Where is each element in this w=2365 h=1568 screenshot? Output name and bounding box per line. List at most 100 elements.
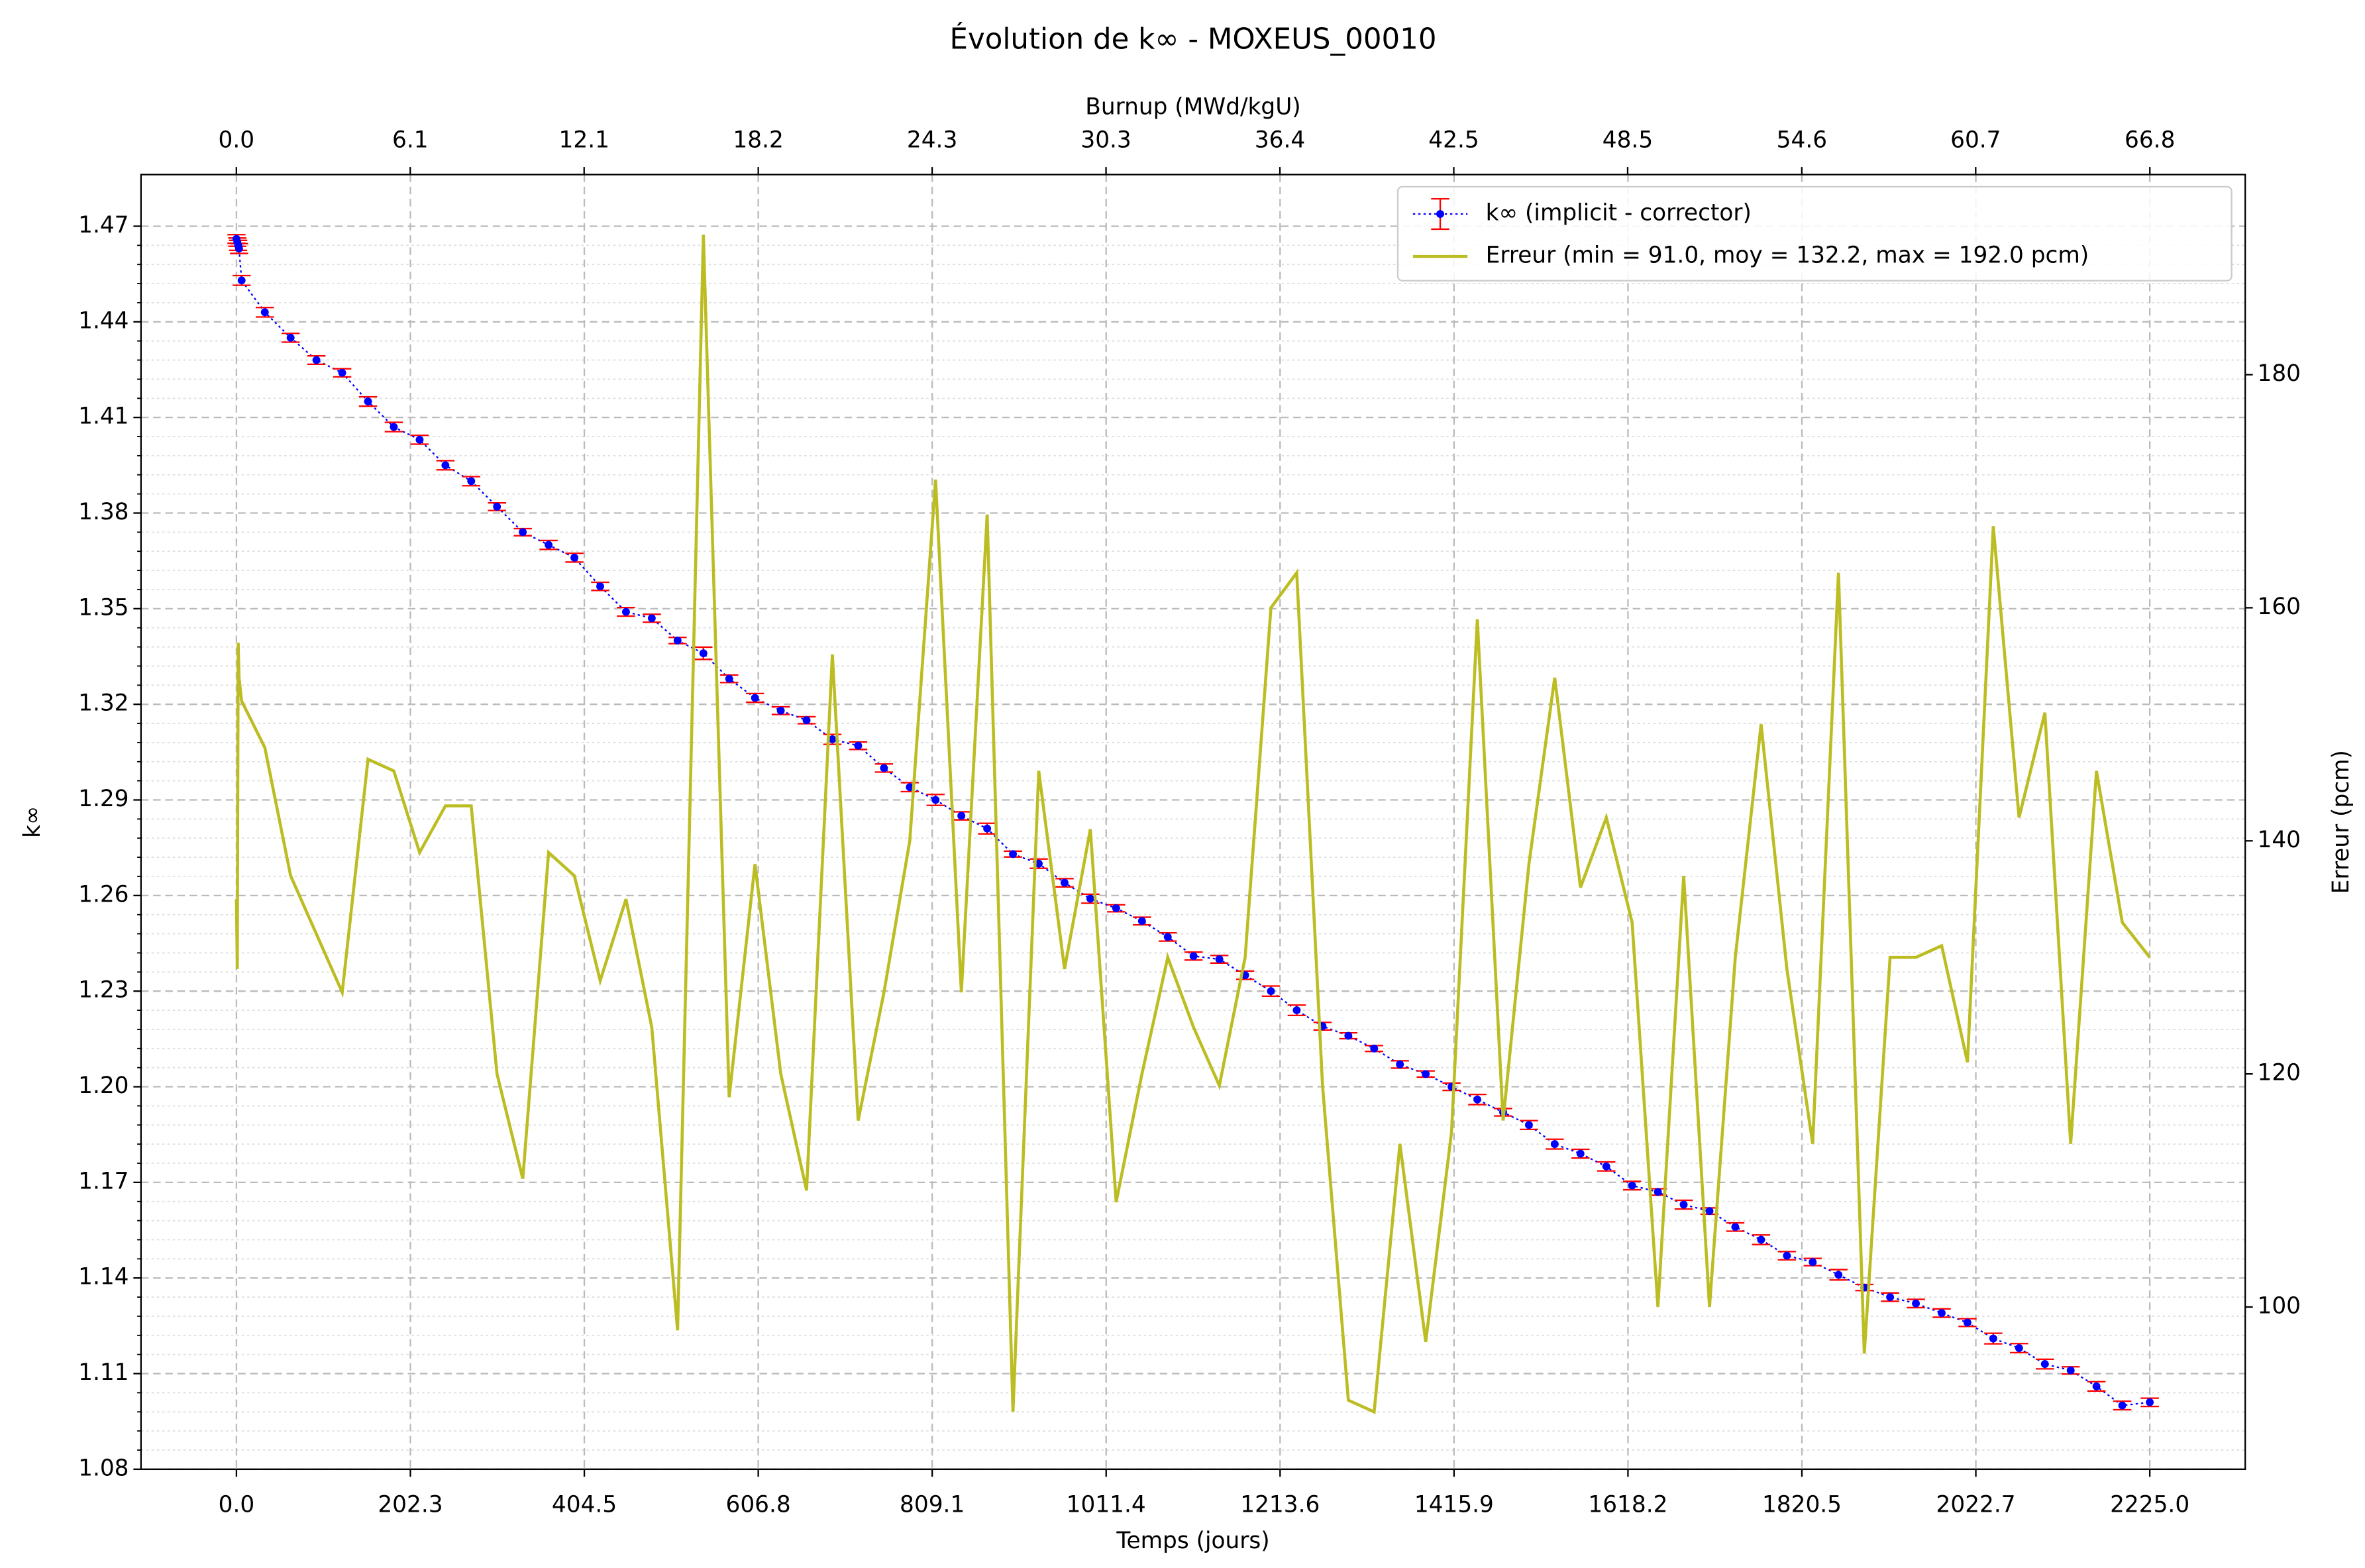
k-point xyxy=(1163,933,1172,941)
x-tick-label: 1820.5 xyxy=(1762,1491,1842,1518)
x-tick-label: 809.1 xyxy=(900,1491,965,1518)
k-point xyxy=(1112,904,1120,913)
k-point xyxy=(1370,1044,1379,1053)
y-tick-label: 1.11 xyxy=(78,1359,129,1386)
k-point xyxy=(545,541,553,549)
k-point xyxy=(1215,955,1224,964)
k-point xyxy=(596,582,604,591)
k-point xyxy=(880,764,888,772)
k-point xyxy=(1344,1031,1353,1040)
x2-tick-label: 30.3 xyxy=(1080,127,1131,154)
x-tick-label: 2022.7 xyxy=(1936,1491,2016,1518)
k-point xyxy=(751,694,759,702)
k-point xyxy=(2066,1366,2075,1375)
k-point xyxy=(2146,1398,2154,1406)
k-point xyxy=(1137,917,1146,925)
k-point xyxy=(2118,1401,2127,1410)
x-tick-label: 606.8 xyxy=(725,1491,790,1518)
k-point xyxy=(931,796,940,804)
k-point xyxy=(1061,878,1069,887)
x2-tick-label: 48.5 xyxy=(1603,127,1653,154)
y-tick-label: 1.08 xyxy=(78,1455,129,1481)
k-point xyxy=(1654,1188,1662,1196)
k-point xyxy=(338,368,346,377)
y2-tick-label: 160 xyxy=(2258,594,2301,620)
k-point xyxy=(237,276,246,285)
k-point xyxy=(647,614,656,623)
k-point xyxy=(1731,1223,1740,1231)
k-point xyxy=(312,356,321,364)
k-point xyxy=(1679,1200,1688,1209)
x2-tick-label: 12.1 xyxy=(559,127,609,154)
k-point xyxy=(854,741,863,750)
legend-swatch xyxy=(1436,210,1444,218)
x-tick-label: 1213.6 xyxy=(1240,1491,1320,1518)
k-point xyxy=(621,607,630,616)
k-point xyxy=(1267,987,1275,996)
chart-title: Évolution de k∞ - MOXEUS_00010 xyxy=(950,23,1437,56)
k-point xyxy=(1189,952,1198,961)
k-point xyxy=(1834,1271,1843,1279)
y-axis-label: k∞ xyxy=(19,806,46,837)
k-point xyxy=(390,423,398,431)
x2-tick-label: 36.4 xyxy=(1255,127,1305,154)
k-point xyxy=(1009,850,1018,859)
k-point xyxy=(415,435,424,444)
k-point xyxy=(828,735,837,744)
legend-label: k∞ (implicit - corrector) xyxy=(1486,200,1752,227)
k-point xyxy=(1086,894,1094,903)
x-tick-label: 1415.9 xyxy=(1414,1491,1494,1518)
k-point xyxy=(1809,1258,1817,1267)
k-point xyxy=(1035,859,1043,868)
k-point xyxy=(1524,1121,1533,1129)
y-tick-label: 1.32 xyxy=(78,690,129,717)
x-tick-label: 404.5 xyxy=(552,1491,617,1518)
k-point xyxy=(1783,1251,1791,1260)
y-tick-label: 1.44 xyxy=(78,307,129,334)
y2-tick-label: 120 xyxy=(2258,1060,2301,1086)
k-point xyxy=(2015,1344,2023,1353)
legend-label: Erreur (min = 91.0, moy = 132.2, max = 1… xyxy=(1486,242,2089,269)
k-point xyxy=(260,308,269,317)
y-tick-label: 1.35 xyxy=(78,594,129,621)
error-line xyxy=(235,235,2151,1414)
k-point xyxy=(1422,1070,1430,1078)
k-point xyxy=(519,528,527,537)
k-point xyxy=(493,502,501,511)
k-point xyxy=(673,636,682,645)
x-tick-label: 0.0 xyxy=(219,1491,255,1518)
y2-tick-label: 140 xyxy=(2258,827,2301,853)
x2-tick-label: 54.6 xyxy=(1777,127,1827,154)
k-point xyxy=(1757,1235,1765,1244)
x2-tick-label: 60.7 xyxy=(1950,127,2001,154)
k-point xyxy=(235,244,243,253)
k-point xyxy=(1602,1162,1610,1171)
y-tick-label: 1.20 xyxy=(78,1072,129,1099)
y2-tick-label: 180 xyxy=(2258,360,2301,387)
k-point xyxy=(1292,1006,1301,1015)
y2-axis-label: Erreur (pcm) xyxy=(2328,750,2354,894)
x2-axis-label: Burnup (MWd/kgU) xyxy=(1085,93,1300,120)
k-point xyxy=(1938,1309,1946,1318)
y-tick-label: 1.17 xyxy=(78,1168,129,1194)
x2-tick-label: 66.8 xyxy=(2125,127,2175,154)
k-point xyxy=(2092,1382,2101,1390)
k-point xyxy=(1705,1207,1714,1216)
x2-tick-label: 18.2 xyxy=(733,127,783,154)
y-tick-label: 1.23 xyxy=(78,977,129,1004)
k-point xyxy=(441,461,450,470)
y-tick-label: 1.38 xyxy=(78,499,129,525)
k-point xyxy=(1963,1318,1971,1327)
k-point xyxy=(1396,1060,1404,1069)
k-point xyxy=(467,477,476,486)
y-tick-label: 1.14 xyxy=(78,1264,129,1290)
k-point xyxy=(1912,1299,1920,1308)
k-point xyxy=(802,716,811,725)
k-point xyxy=(957,811,966,820)
legend-box xyxy=(1396,185,2233,282)
x-tick-label: 1011.4 xyxy=(1067,1491,1146,1518)
x2-tick-label: 42.5 xyxy=(1428,127,1479,154)
x-tick-label: 202.3 xyxy=(378,1491,443,1518)
